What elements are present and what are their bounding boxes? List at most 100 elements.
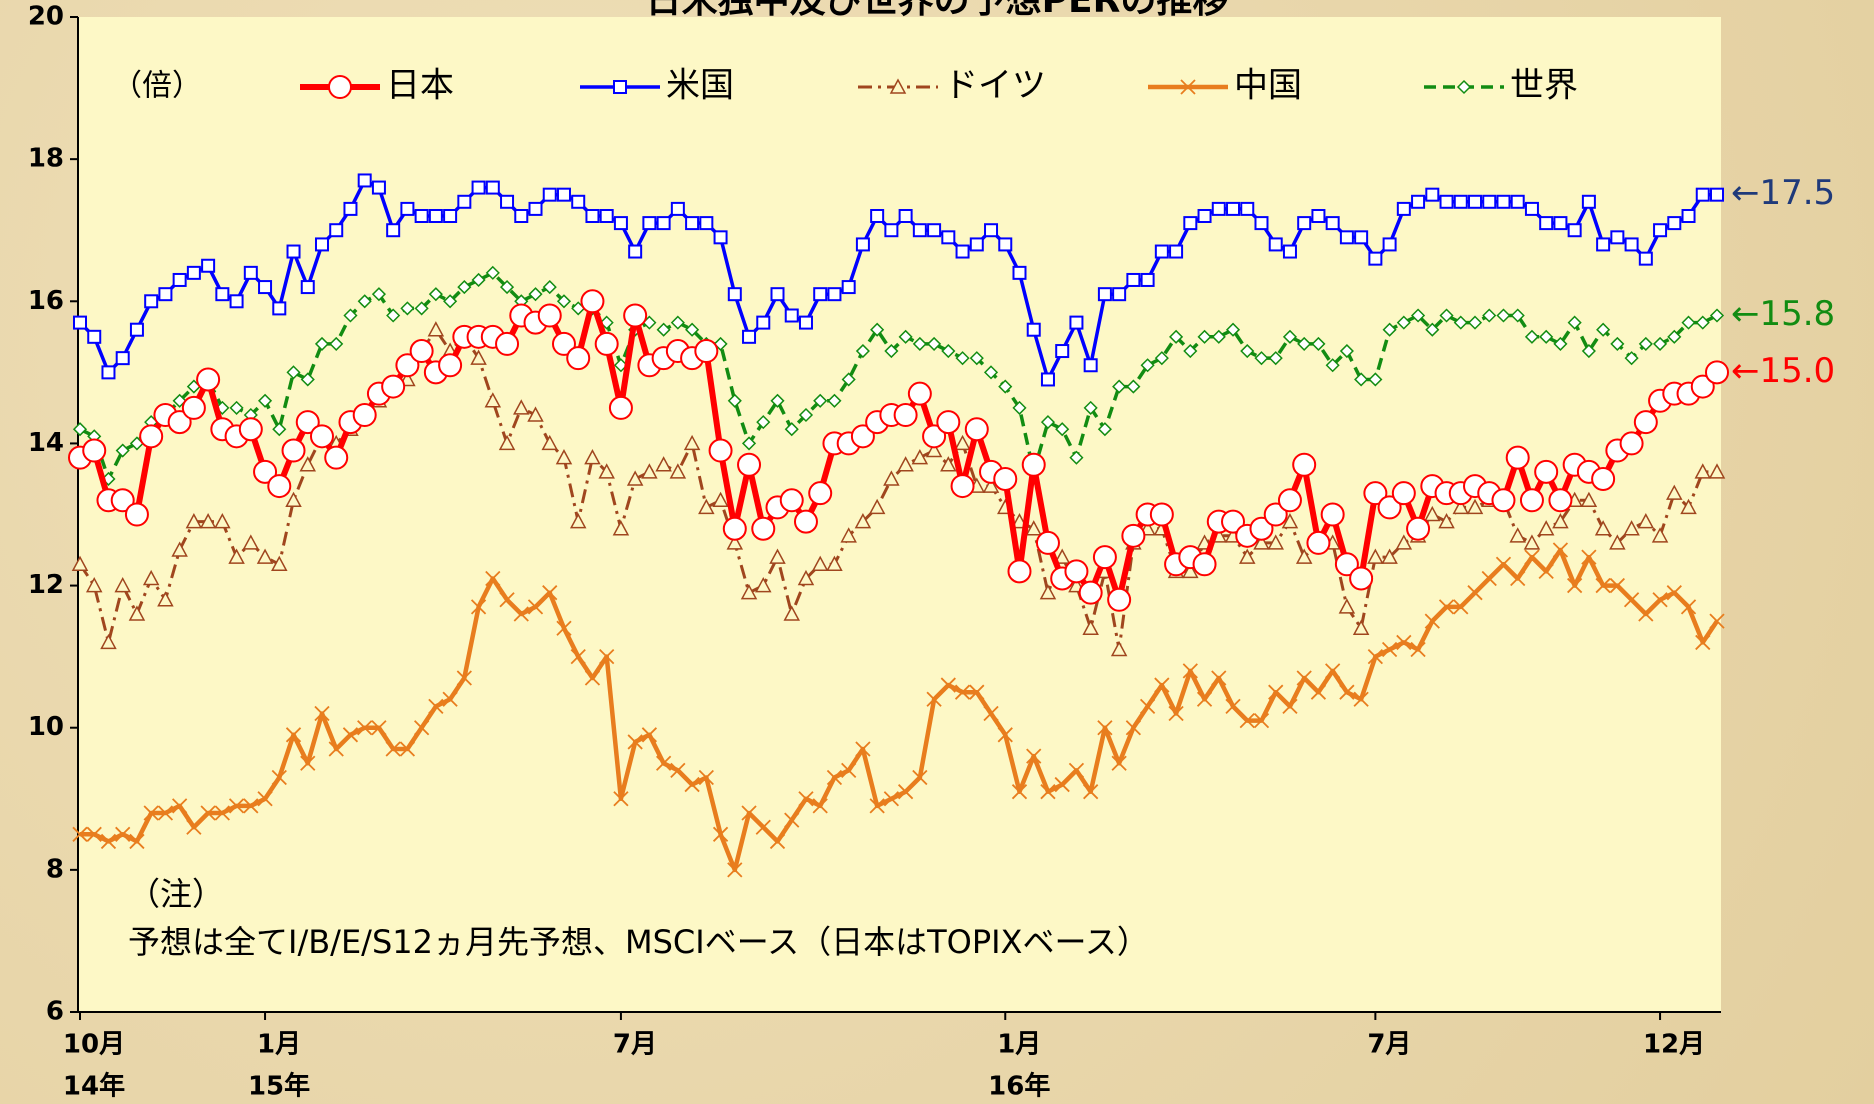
note: 予想は全てI/B/E/S12ヵ月先予想、MSCIベース（日本はTOPIXベース） bbox=[128, 923, 1149, 961]
marker bbox=[940, 456, 957, 472]
marker bbox=[1710, 187, 1724, 202]
marker bbox=[1125, 720, 1142, 736]
marker bbox=[485, 265, 500, 280]
marker bbox=[628, 244, 643, 259]
marker bbox=[1591, 466, 1616, 491]
marker bbox=[299, 456, 317, 472]
marker bbox=[1596, 237, 1611, 252]
marker bbox=[1021, 452, 1046, 477]
marker bbox=[627, 734, 643, 750]
marker bbox=[1007, 559, 1032, 584]
marker bbox=[1311, 336, 1326, 351]
marker bbox=[655, 456, 672, 472]
marker bbox=[100, 633, 117, 650]
marker bbox=[997, 727, 1013, 743]
marker bbox=[371, 720, 387, 736]
marker bbox=[1694, 463, 1712, 479]
marker bbox=[755, 819, 771, 835]
marker bbox=[86, 826, 102, 842]
marker bbox=[1282, 698, 1298, 715]
marker bbox=[826, 769, 843, 786]
marker bbox=[1439, 194, 1454, 209]
marker bbox=[1638, 251, 1653, 266]
marker bbox=[1282, 244, 1297, 259]
marker bbox=[998, 237, 1013, 252]
marker bbox=[1111, 755, 1127, 771]
marker bbox=[1424, 613, 1440, 629]
marker bbox=[72, 826, 88, 842]
x-tick-label: 7月 bbox=[1367, 1030, 1411, 1060]
marker bbox=[1638, 606, 1654, 622]
marker bbox=[343, 201, 358, 216]
marker bbox=[1296, 670, 1312, 686]
marker bbox=[101, 365, 116, 380]
marker bbox=[1595, 577, 1611, 594]
marker bbox=[883, 470, 900, 486]
marker bbox=[813, 393, 828, 408]
x-year-label: 16年 bbox=[988, 1071, 1050, 1102]
marker bbox=[897, 784, 914, 800]
marker bbox=[1240, 201, 1255, 216]
marker bbox=[1192, 552, 1217, 577]
marker bbox=[1338, 598, 1356, 614]
marker bbox=[1211, 670, 1227, 686]
marker bbox=[1211, 201, 1226, 216]
marker bbox=[115, 826, 131, 842]
marker bbox=[438, 353, 463, 378]
marker bbox=[85, 576, 103, 593]
marker bbox=[1054, 776, 1070, 793]
marker bbox=[940, 677, 956, 693]
marker bbox=[726, 534, 744, 550]
marker bbox=[1182, 562, 1199, 579]
marker bbox=[770, 287, 785, 302]
marker bbox=[1254, 216, 1269, 231]
marker bbox=[969, 351, 984, 366]
marker bbox=[1126, 379, 1141, 394]
marker bbox=[955, 351, 970, 366]
marker bbox=[309, 424, 334, 449]
marker bbox=[569, 513, 587, 529]
marker bbox=[314, 336, 330, 351]
marker bbox=[1510, 570, 1526, 587]
marker bbox=[669, 463, 687, 479]
marker bbox=[685, 322, 700, 337]
marker bbox=[1651, 527, 1669, 543]
marker bbox=[414, 301, 429, 316]
marker bbox=[157, 591, 174, 607]
x-tick-label: 10月 bbox=[63, 1030, 125, 1060]
chart-title: 日米独中及び世界の予想PERの推移 bbox=[646, 0, 1229, 21]
marker bbox=[253, 459, 278, 484]
marker bbox=[927, 223, 942, 238]
marker bbox=[827, 393, 842, 408]
marker bbox=[272, 422, 287, 437]
marker bbox=[1239, 712, 1255, 729]
marker bbox=[1708, 463, 1726, 479]
marker bbox=[584, 670, 601, 686]
marker bbox=[1183, 216, 1198, 231]
marker bbox=[1168, 705, 1184, 722]
marker bbox=[1468, 194, 1483, 209]
marker bbox=[613, 216, 628, 231]
marker bbox=[870, 209, 885, 223]
marker bbox=[500, 194, 515, 209]
marker bbox=[912, 769, 928, 786]
marker bbox=[655, 755, 672, 771]
marker bbox=[884, 343, 899, 359]
marker bbox=[142, 569, 160, 586]
marker bbox=[1097, 287, 1112, 302]
marker bbox=[1249, 516, 1274, 541]
marker bbox=[443, 294, 458, 309]
marker bbox=[1268, 684, 1284, 700]
marker bbox=[1225, 322, 1241, 337]
marker bbox=[642, 216, 657, 231]
marker bbox=[257, 393, 273, 408]
marker bbox=[181, 395, 206, 420]
marker bbox=[983, 365, 999, 380]
marker bbox=[1411, 308, 1426, 323]
marker bbox=[556, 294, 572, 309]
marker bbox=[395, 353, 420, 378]
marker bbox=[256, 548, 274, 564]
marker bbox=[1139, 698, 1156, 715]
y-tick-label: 20 bbox=[28, 2, 64, 32]
marker bbox=[613, 791, 629, 807]
